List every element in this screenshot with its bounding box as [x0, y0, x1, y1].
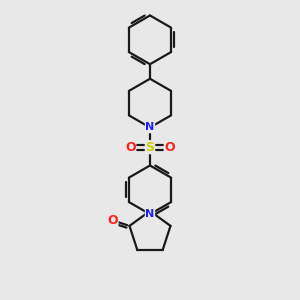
Text: O: O: [164, 141, 175, 154]
Text: N: N: [146, 122, 154, 133]
Text: O: O: [125, 141, 136, 154]
Text: N: N: [146, 209, 154, 219]
Text: O: O: [107, 214, 118, 227]
Text: S: S: [146, 141, 154, 154]
